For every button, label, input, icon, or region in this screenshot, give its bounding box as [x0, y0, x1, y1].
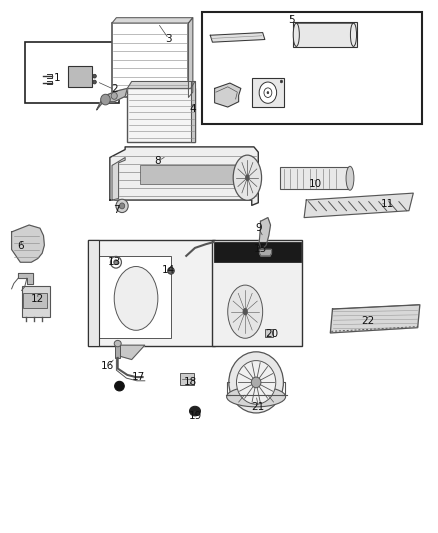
Polygon shape	[112, 158, 125, 200]
Polygon shape	[12, 225, 44, 262]
Polygon shape	[210, 33, 265, 42]
Ellipse shape	[280, 80, 283, 83]
Ellipse shape	[264, 88, 272, 98]
Polygon shape	[215, 83, 241, 107]
Ellipse shape	[120, 203, 125, 209]
Bar	[21, 286, 50, 317]
Polygon shape	[18, 273, 33, 284]
Text: 14: 14	[162, 265, 175, 275]
Text: 12: 12	[31, 294, 44, 304]
Text: 1: 1	[54, 73, 61, 83]
Ellipse shape	[259, 82, 277, 103]
Bar	[68, 66, 92, 87]
Ellipse shape	[346, 166, 354, 190]
Ellipse shape	[114, 266, 158, 330]
Bar	[95, 256, 171, 338]
Text: 17: 17	[131, 372, 145, 382]
Text: 11: 11	[381, 199, 394, 209]
Polygon shape	[110, 147, 258, 205]
Ellipse shape	[251, 377, 261, 387]
Ellipse shape	[233, 155, 261, 200]
Ellipse shape	[101, 94, 110, 105]
Bar	[212, 240, 302, 346]
Text: 15: 15	[254, 245, 267, 254]
Text: 16: 16	[101, 361, 114, 372]
Ellipse shape	[229, 352, 283, 413]
Polygon shape	[304, 193, 413, 217]
Bar	[293, 22, 357, 47]
Text: 22: 22	[361, 316, 374, 326]
Polygon shape	[188, 18, 193, 98]
Ellipse shape	[93, 74, 96, 78]
Bar	[127, 88, 195, 142]
Bar	[141, 165, 237, 184]
Ellipse shape	[114, 341, 121, 347]
Polygon shape	[259, 217, 271, 249]
Text: 6: 6	[17, 241, 24, 251]
Bar	[88, 240, 215, 346]
Text: 13: 13	[108, 257, 121, 267]
Ellipse shape	[228, 285, 263, 338]
Text: 19: 19	[188, 411, 201, 422]
Bar	[112, 23, 188, 98]
Ellipse shape	[293, 23, 299, 46]
Bar	[265, 329, 273, 337]
Text: 21: 21	[252, 402, 265, 412]
Text: 3: 3	[166, 34, 172, 44]
Ellipse shape	[110, 256, 121, 268]
Ellipse shape	[267, 92, 269, 94]
Bar	[88, 240, 99, 346]
Bar	[115, 345, 120, 358]
Bar	[252, 78, 285, 107]
Bar	[280, 167, 350, 189]
Polygon shape	[112, 18, 193, 23]
Text: 2: 2	[111, 84, 117, 94]
Polygon shape	[119, 345, 145, 360]
Polygon shape	[260, 249, 272, 256]
Ellipse shape	[115, 381, 124, 391]
Ellipse shape	[237, 361, 276, 404]
Polygon shape	[127, 82, 195, 88]
Bar	[214, 242, 300, 262]
Bar	[25, 42, 119, 103]
Text: 9: 9	[255, 223, 261, 233]
Ellipse shape	[243, 309, 247, 315]
Text: 10: 10	[308, 179, 321, 189]
Text: 7: 7	[113, 205, 120, 215]
Bar	[180, 373, 194, 384]
Ellipse shape	[111, 92, 117, 99]
Bar	[201, 12, 422, 124]
Text: 8: 8	[155, 156, 161, 166]
Polygon shape	[97, 88, 127, 110]
Ellipse shape	[168, 267, 174, 274]
Ellipse shape	[93, 80, 96, 84]
Ellipse shape	[190, 406, 201, 416]
Ellipse shape	[350, 23, 357, 46]
Ellipse shape	[116, 199, 128, 213]
Text: 4: 4	[190, 103, 196, 114]
Text: 20: 20	[265, 329, 278, 339]
Ellipse shape	[226, 386, 286, 407]
Text: 5: 5	[288, 15, 294, 26]
Text: 18: 18	[184, 377, 197, 387]
Polygon shape	[330, 305, 420, 333]
Ellipse shape	[246, 175, 249, 180]
Ellipse shape	[114, 260, 118, 265]
Bar	[23, 293, 47, 308]
Polygon shape	[191, 82, 195, 142]
